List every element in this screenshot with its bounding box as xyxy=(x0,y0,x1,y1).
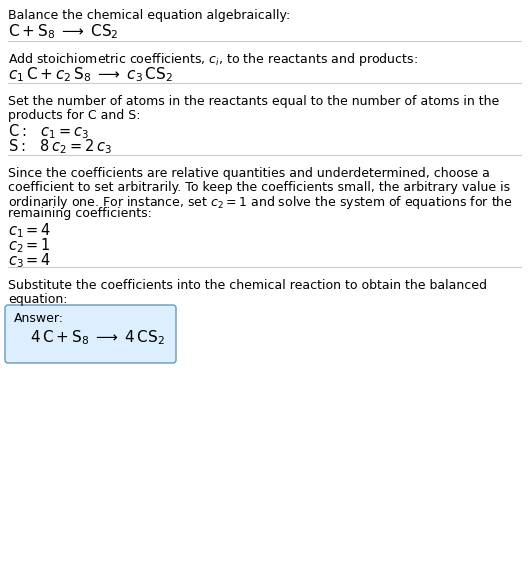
Text: equation:: equation: xyxy=(8,293,68,306)
Text: Substitute the coefficients into the chemical reaction to obtain the balanced: Substitute the coefficients into the che… xyxy=(8,279,487,292)
Text: $c_2 = 1$: $c_2 = 1$ xyxy=(8,236,51,255)
Text: $\mathrm{C + S_8 \;\longrightarrow\; CS_2}$: $\mathrm{C + S_8 \;\longrightarrow\; CS_… xyxy=(8,23,118,41)
Text: $\mathrm{S:}\;\;\; 8\, c_2 = 2\, c_3$: $\mathrm{S:}\;\;\; 8\, c_2 = 2\, c_3$ xyxy=(8,137,112,156)
Text: Set the number of atoms in the reactants equal to the number of atoms in the: Set the number of atoms in the reactants… xyxy=(8,95,499,108)
Text: Answer:: Answer: xyxy=(14,312,64,325)
Text: ordinarily one. For instance, set $c_2 = 1$ and solve the system of equations fo: ordinarily one. For instance, set $c_2 =… xyxy=(8,194,513,211)
Text: products for C and S:: products for C and S: xyxy=(8,108,141,121)
Text: $c_1 = 4$: $c_1 = 4$ xyxy=(8,221,51,240)
Text: $c_1\, \mathrm{C} + c_2\, \mathrm{S_8} \;\longrightarrow\; c_3\, \mathrm{CS_2}$: $c_1\, \mathrm{C} + c_2\, \mathrm{S_8} \… xyxy=(8,65,173,84)
Text: coefficient to set arbitrarily. To keep the coefficients small, the arbitrary va: coefficient to set arbitrarily. To keep … xyxy=(8,180,510,193)
Text: remaining coefficients:: remaining coefficients: xyxy=(8,208,152,221)
Text: Balance the chemical equation algebraically:: Balance the chemical equation algebraica… xyxy=(8,9,290,22)
Text: $c_3 = 4$: $c_3 = 4$ xyxy=(8,251,51,270)
Text: Add stoichiometric coefficients, $c_i$, to the reactants and products:: Add stoichiometric coefficients, $c_i$, … xyxy=(8,52,418,69)
Text: Since the coefficients are relative quantities and underdetermined, choose a: Since the coefficients are relative quan… xyxy=(8,167,490,180)
FancyBboxPatch shape xyxy=(5,305,176,363)
Text: $\mathrm{4\, C + S_8 \;\longrightarrow\; 4\, CS_2}$: $\mathrm{4\, C + S_8 \;\longrightarrow\;… xyxy=(30,328,165,346)
Text: $\mathrm{C:}\;\;\; c_1 = c_3$: $\mathrm{C:}\;\;\; c_1 = c_3$ xyxy=(8,122,89,141)
